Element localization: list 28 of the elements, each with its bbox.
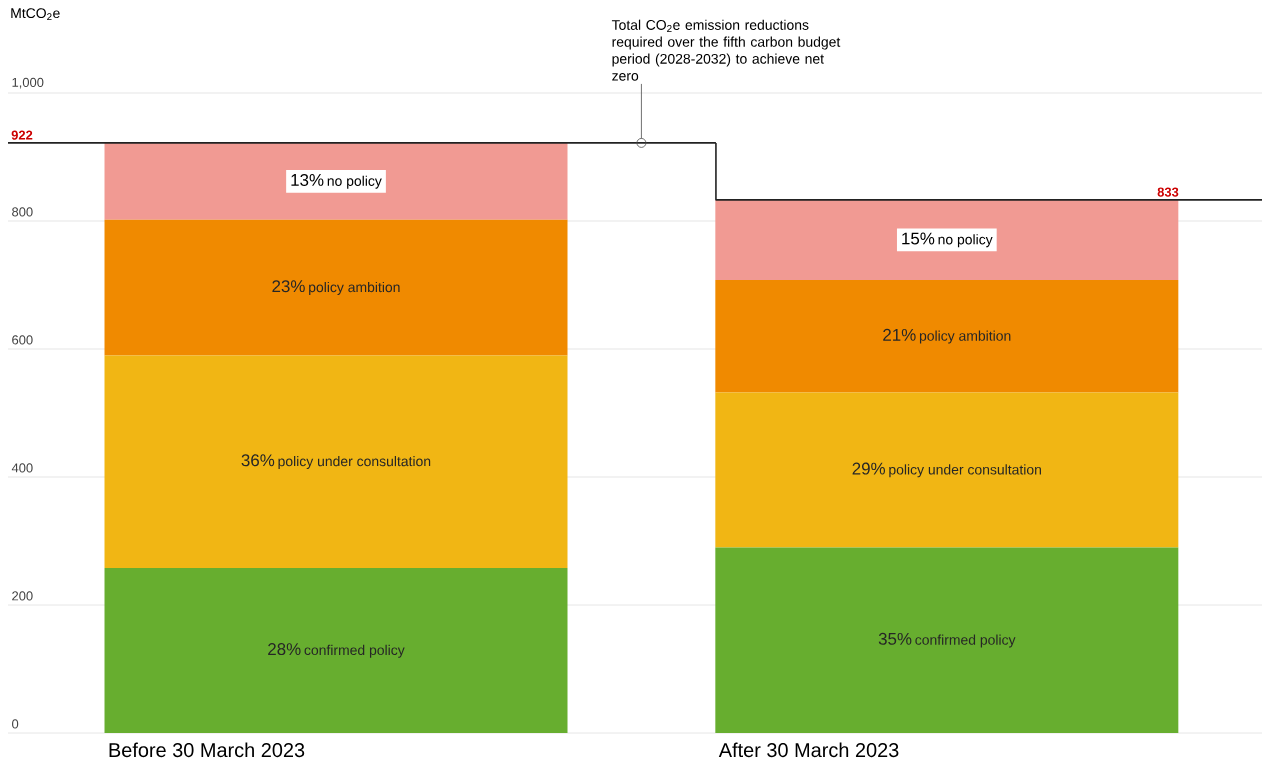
text: no policy: [938, 234, 993, 248]
text: confirmed policy: [915, 634, 1016, 648]
series-label: policy under consultation: [889, 464, 1041, 478]
text: policy ambition: [309, 281, 400, 295]
y-tick-label: 1,000: [12, 77, 44, 89]
y-axis-title: MtCO$_{2}$e: [11, 8, 60, 21]
annotation: 35%: [878, 632, 912, 645]
y-tick-label: 400: [11, 463, 33, 473]
y-tick-label: 200: [12, 591, 33, 601]
annotation: 15%: [902, 232, 935, 245]
annotation: 36%: [241, 454, 275, 467]
annotation: 29%: [852, 462, 886, 475]
text: Total CO$_{2}$e emission reductions required over the fifth carbon budget period (2028-2032) to achieve net zero: [611, 19, 841, 81]
y-tick-label: 0: [12, 719, 19, 729]
annotation: 28%: [268, 643, 301, 656]
annotation: 13%: [291, 173, 324, 186]
ref-line-label: 833: [1157, 187, 1179, 197]
text: policy under consultation: [278, 455, 431, 469]
ref-line-label: 922: [11, 130, 33, 140]
x-tick-label: After 30 March 2023: [718, 742, 899, 758]
annotation: 23%: [272, 280, 305, 293]
series-label: policy ambition: [919, 330, 1011, 344]
annotation: 21%: [883, 328, 916, 341]
y-tick-label: 800: [12, 207, 33, 217]
series-label: no policy: [327, 175, 382, 189]
series-label: confirmed policy: [304, 644, 405, 658]
x-tick-label: Before 30 March 2023: [109, 742, 305, 758]
y-tick-label: 600: [12, 335, 33, 345]
